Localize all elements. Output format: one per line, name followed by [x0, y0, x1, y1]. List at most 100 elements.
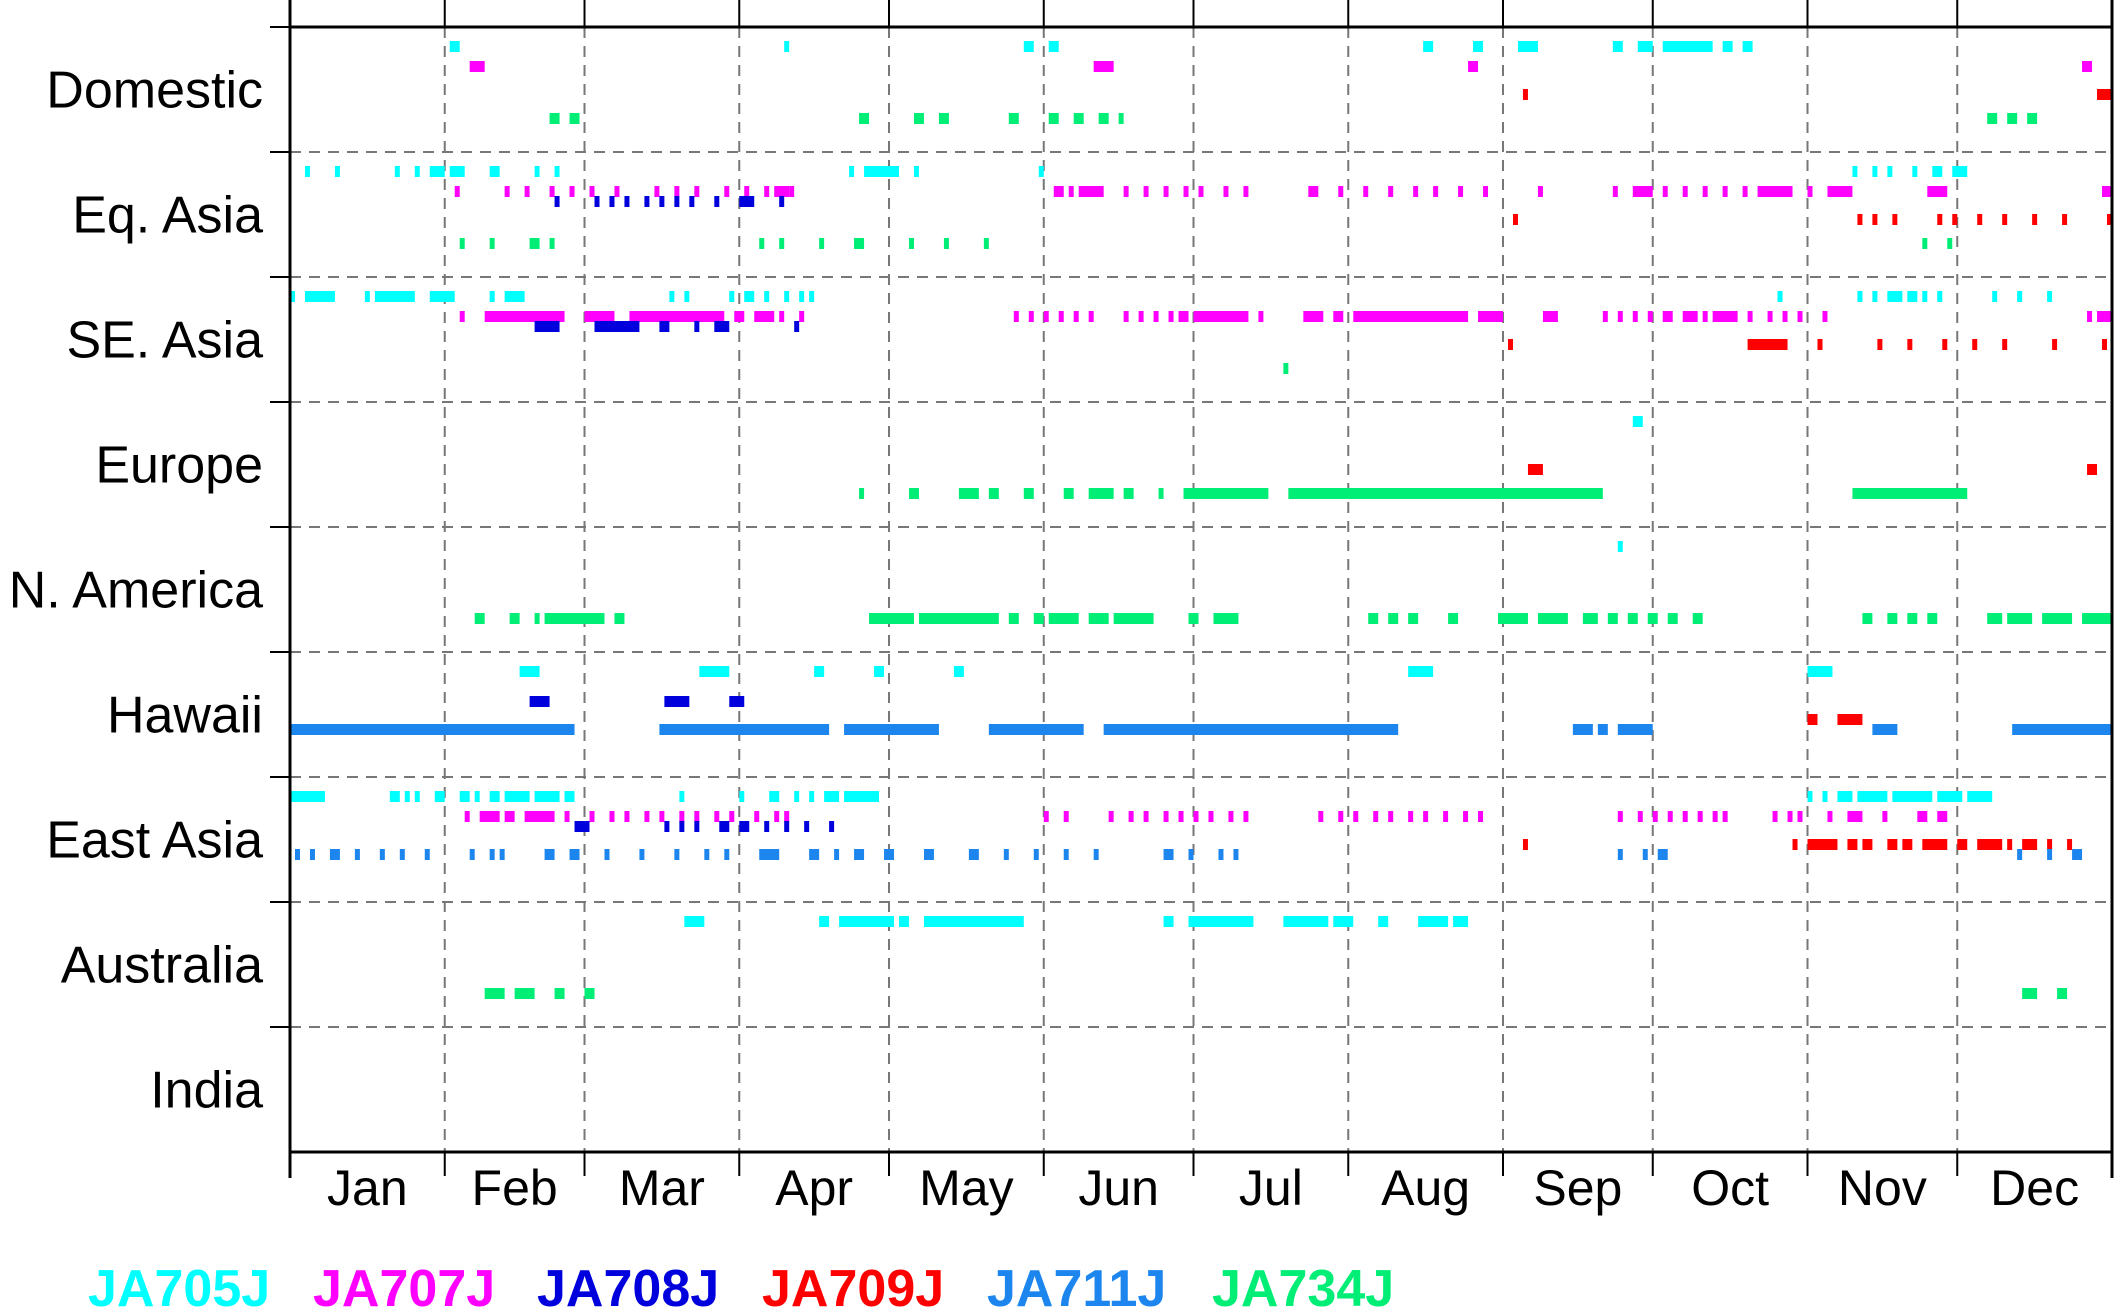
flight-bar-ja705j — [1517, 41, 1538, 52]
flight-bar-ja711j — [1233, 849, 1239, 860]
flight-bar-ja709j — [1512, 214, 1518, 225]
flight-bar-ja734j — [1288, 488, 1603, 499]
flight-bar-ja707j — [754, 811, 760, 822]
flight-bar-ja734j — [2007, 113, 2018, 124]
flight-bar-ja705j — [814, 666, 825, 677]
flight-bar-ja707j — [1478, 311, 1504, 322]
flight-bar-ja711j — [544, 849, 555, 860]
flight-bar-ja707j — [549, 186, 555, 197]
flight-bar-ja707j — [1632, 186, 1653, 197]
flight-bar-ja734j — [1922, 238, 1928, 249]
flight-bar-ja734j — [554, 988, 565, 999]
flight-bar-ja705j — [1822, 791, 1828, 802]
flight-bar-ja705j — [1992, 291, 1998, 302]
flight-bar-ja711j — [2012, 724, 2112, 735]
flight-bar-ja711j — [1188, 849, 1194, 860]
flight-bar-ja734j — [1118, 113, 1124, 124]
flight-bar-ja705j — [784, 41, 790, 52]
flight-bar-ja734j — [983, 238, 989, 249]
flight-bar-ja705j — [1637, 41, 1653, 52]
flight-bar-ja705j — [1857, 791, 1888, 802]
flight-bar-ja734j — [1887, 613, 1898, 624]
flight-bar-ja711j — [469, 849, 475, 860]
flight-bar-ja707j — [1647, 311, 1653, 322]
flight-bar-ja711j — [379, 849, 385, 860]
month-label: Nov — [1838, 1160, 1927, 1216]
flight-bar-ja707j — [1478, 811, 1484, 822]
flight-bar-ja734j — [1607, 613, 1618, 624]
flight-bar-ja734j — [1368, 613, 1379, 624]
month-label: May — [919, 1160, 1013, 1216]
flight-bar-ja734j — [859, 113, 870, 124]
flight-bar-ja708j — [664, 696, 690, 707]
flight-bar-ja709j — [1892, 214, 1898, 225]
flight-bar-ja711j — [759, 849, 780, 860]
flight-bar-ja707j — [774, 811, 780, 822]
month-labels: Jan Feb Mar Apr May Jun Jul Aug Sep Oct Nov Dec — [327, 1160, 2079, 1216]
flight-bar-ja711j — [1872, 724, 1898, 735]
flight-bar-ja708j — [829, 821, 835, 832]
flight-bar-ja709j — [1847, 839, 1858, 850]
flight-bar-ja705j — [684, 916, 705, 927]
flight-bar-ja705j — [404, 791, 410, 802]
flight-bar-ja707j — [1742, 186, 1748, 197]
flight-bar-ja707j — [1388, 811, 1394, 822]
flight-bar-ja734j — [1947, 238, 1953, 249]
flight-bar-ja734j — [534, 613, 540, 624]
month-label: Aug — [1381, 1160, 1470, 1216]
flight-bar-ja708j — [554, 196, 560, 207]
flight-bar-ja709j — [2002, 339, 2008, 350]
flight-bar-ja707j — [1827, 811, 1833, 822]
flight-bar-ja734j — [1063, 488, 1074, 499]
flight-bar-ja707j — [459, 311, 465, 322]
flight-bar-ja711j — [354, 849, 360, 860]
flight-bar-ja711j — [2047, 849, 2053, 860]
flight-bar-ja711j — [1617, 849, 1623, 860]
flight-bar-ja705j — [1163, 916, 1174, 927]
flight-bar-ja734j — [1023, 488, 1034, 499]
flight-bar-ja709j — [2107, 214, 2112, 225]
flight-bar-ja707j — [789, 186, 795, 197]
flight-bar-ja734j — [988, 488, 999, 499]
flight-bar-ja707j — [694, 186, 700, 197]
category-label: East Asia — [46, 812, 263, 870]
flight-bar-ja711j — [724, 849, 730, 860]
flight-bar-ja707j — [799, 311, 805, 322]
flight-bar-ja705j — [290, 791, 325, 802]
flight-bar-ja734j — [1692, 613, 1703, 624]
flight-bar-ja705j — [534, 166, 540, 177]
flight-bar-ja734j — [1627, 613, 1638, 624]
flight-bar-ja707j — [1767, 311, 1773, 322]
flight-bar-ja709j — [1952, 214, 1958, 225]
flight-bar-ja707j — [1682, 186, 1688, 197]
flight-bar-ja705j — [669, 291, 675, 302]
flight-bar-ja705j — [729, 291, 735, 302]
flight-bar-ja734j — [614, 613, 625, 624]
flight-bar-ja705j — [1937, 791, 1963, 802]
flight-bar-ja707j — [1073, 311, 1079, 322]
flight-bar-ja705j — [953, 666, 964, 677]
flight-bar-ja709j — [2102, 339, 2108, 350]
flight-bar-ja707j — [1068, 186, 1074, 197]
flight-bar-ja708j — [594, 321, 640, 332]
flight-bar-ja707j — [1353, 811, 1359, 822]
flight-bar-ja734j — [509, 613, 520, 624]
flight-bar-ja734j — [759, 238, 765, 249]
flight-bar-ja708j — [529, 696, 550, 707]
flight-bar-ja707j — [1333, 311, 1344, 322]
category-label: N. America — [9, 562, 263, 620]
flight-bar-ja734j — [1448, 613, 1459, 624]
flight-bar-ja734j — [1283, 363, 1289, 374]
flight-bar-ja711j — [329, 849, 340, 860]
flight-bar-ja709j — [1902, 839, 1913, 850]
flight-bar-ja711j — [399, 849, 405, 860]
flight-bar-ja705j — [504, 791, 530, 802]
category-label: Europe — [95, 437, 263, 495]
flight-bar-ja711j — [1597, 724, 1608, 735]
flight-bar-ja711j — [424, 849, 430, 860]
flight-bar-ja707j — [1128, 811, 1134, 822]
flight-bar-ja707j — [1178, 311, 1189, 322]
flight-bar-ja705j — [504, 291, 525, 302]
flight-bar-ja707j — [644, 811, 650, 822]
